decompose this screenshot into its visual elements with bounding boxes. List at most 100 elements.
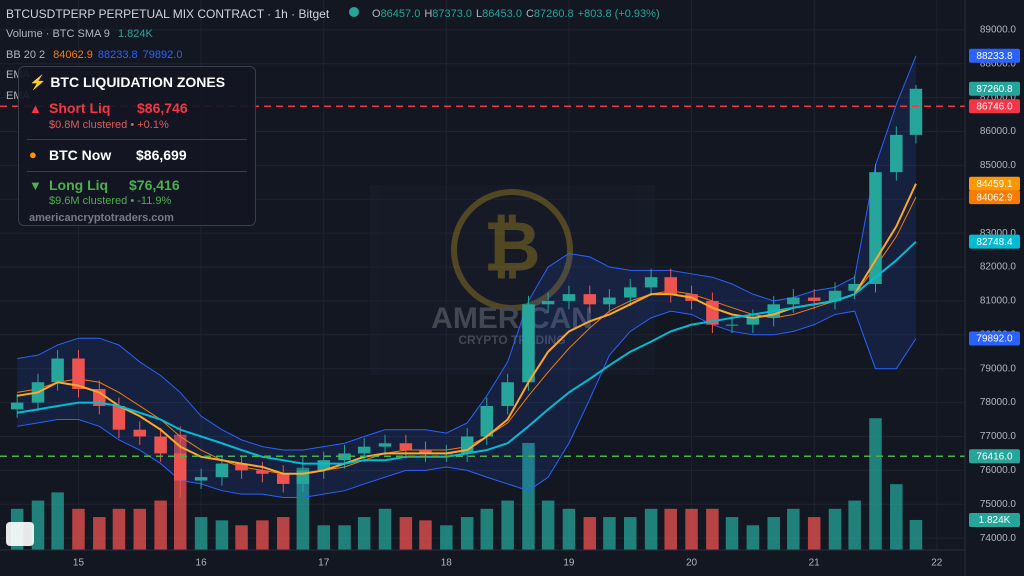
volume-bar: [460, 517, 474, 550]
candle-body: [133, 429, 147, 437]
volume-bar: [112, 508, 126, 550]
candle-body: [890, 134, 903, 173]
y-tick-label: 86000.0: [980, 126, 1017, 137]
ohlc: O86457.0 H87373.0 L86453.0 C87260.8 +803.8 (…: [372, 8, 666, 20]
volume-bar: [501, 500, 514, 550]
volume-bar: [276, 517, 290, 550]
legend-value: 79892.0: [142, 48, 183, 61]
divider: [27, 171, 247, 172]
candle-body: [746, 317, 760, 325]
price-label: 84459.1: [976, 179, 1013, 190]
site-link[interactable]: americancryptotraders.com: [29, 212, 174, 224]
candle-body: [644, 277, 658, 288]
volume-bar: [31, 500, 45, 550]
x-tick-label: 15: [73, 558, 85, 569]
candle-body: [357, 446, 371, 454]
price-label-bg: [969, 234, 1020, 249]
candle-body: [501, 382, 514, 406]
volume-bar: [767, 517, 780, 550]
candle-body: [276, 473, 290, 484]
legend-value: 88233.8: [97, 48, 138, 61]
volume-bar: [603, 517, 616, 550]
candle-body: [460, 436, 474, 454]
x-tick-label: 21: [809, 558, 821, 569]
ohlc-item: H87373.0: [424, 8, 472, 20]
price-label-bg: [969, 99, 1020, 114]
candle-body: [419, 450, 432, 454]
legend-row: Volume · BTC SMA 9 1.824K: [6, 28, 158, 40]
candle-body: [338, 453, 351, 461]
candle-body: [522, 304, 535, 383]
y-tick-label: 85000.0: [980, 160, 1017, 171]
x-tick-label: 16: [196, 558, 208, 569]
ohlc-value: 86457.0: [380, 8, 421, 20]
now-icon: ●: [29, 147, 37, 162]
price-label-bg: [969, 190, 1020, 205]
volume-bar: [725, 517, 739, 550]
price-label-bg: [969, 331, 1020, 346]
x-tick-label: 20: [686, 558, 698, 569]
watermark-title: AMERICAN: [431, 302, 593, 335]
ohlc-item: O86457.0: [372, 8, 420, 20]
y-tick-label: 74000.0: [980, 533, 1017, 544]
x-tick-label: 17: [318, 558, 330, 569]
candle-body: [194, 477, 208, 481]
volume-bar: [522, 442, 535, 550]
volume-bar: [480, 508, 494, 550]
indicator-line: [17, 55, 917, 451]
y-tick-label: 89000.0: [980, 24, 1017, 35]
price-label-bg: [969, 48, 1020, 63]
short-icon: ▲: [29, 101, 42, 116]
eye-icon[interactable]: [348, 6, 360, 21]
volume-bar: [93, 517, 106, 550]
volume-bar: [909, 519, 923, 550]
price-label: 76416.0: [976, 451, 1013, 462]
indicator-line: [17, 310, 917, 498]
ohlc-item: C87260.8: [526, 8, 574, 20]
legend-value: 84062.9: [53, 48, 93, 61]
short-label: Short Liq: [49, 100, 111, 116]
volume-bar: [51, 492, 64, 550]
ohlc-value: 86453.0: [482, 8, 522, 20]
volume-bar: [664, 508, 677, 550]
long-detail: $9.6M clustered • -11.9%: [49, 195, 172, 207]
candle-body: [848, 283, 861, 291]
candle-body: [562, 294, 576, 301]
volume-bar: [133, 508, 147, 550]
x-tick-label: 19: [563, 558, 575, 569]
candle-body: [72, 358, 85, 390]
tv-badge: [6, 522, 34, 546]
watermark: ₿ AMERICAN CRYPTO TRADING: [370, 185, 655, 375]
eye: [349, 7, 359, 17]
volume-bar: [317, 525, 330, 550]
price-label: 82748.4: [976, 237, 1013, 248]
panel-title: ⚡ BTC LIQUIDATION ZONES: [29, 74, 226, 90]
ohlc-key: C: [525, 8, 534, 20]
volume-bar: [562, 508, 576, 550]
candle-body: [664, 277, 677, 295]
volume-label: 1.824K: [979, 515, 1011, 526]
volume-bar: [890, 484, 903, 550]
candle-body: [909, 88, 923, 135]
volume-bar: [357, 517, 371, 550]
legend-label: BB 20 2: [6, 48, 46, 61]
divider: [27, 139, 247, 140]
candle-body: [235, 463, 248, 471]
short-price: $86,746: [137, 100, 188, 116]
short-detail: $0.8M clustered • +0.1%: [49, 119, 169, 131]
candle-body: [807, 297, 821, 301]
candle-body: [154, 436, 167, 454]
ohlc-key: L: [476, 8, 483, 20]
ohlc-item: L86453.0: [476, 8, 522, 20]
candle-body: [603, 297, 616, 305]
now-label: BTC Now: [49, 147, 112, 163]
watermark-bg: [370, 185, 655, 375]
volume-bar: [296, 467, 310, 550]
ohlc-change: +803.8 (+0.93%): [577, 8, 660, 20]
volume-bar: [541, 500, 555, 550]
candle-body: [828, 290, 842, 301]
volume-bar: [72, 508, 85, 550]
y-tick-label: 79000.0: [980, 363, 1017, 374]
